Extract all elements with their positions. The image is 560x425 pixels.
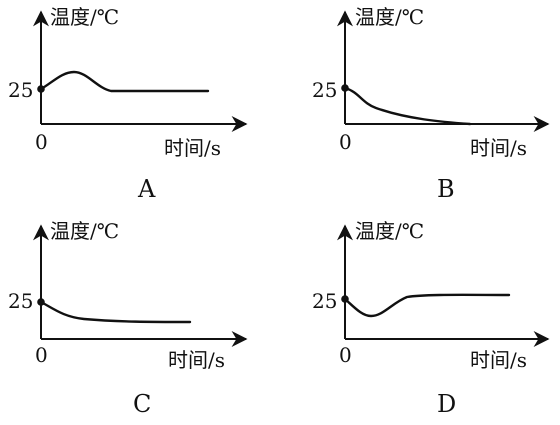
temperature-curve xyxy=(39,300,192,324)
y-tick-label: 25 xyxy=(312,78,337,102)
origin-label: 0 xyxy=(35,130,48,154)
y-tick-label: 25 xyxy=(8,78,33,102)
temperature-curve xyxy=(343,86,472,126)
panel-c: 温度/℃ 时间/s 25 0 C xyxy=(8,219,248,418)
temperature-curve xyxy=(39,70,210,93)
panel-label: A xyxy=(137,175,156,203)
y-axis-label: 温度/℃ xyxy=(355,219,424,243)
y-tick-label: 25 xyxy=(8,289,33,313)
panel-label: B xyxy=(437,175,455,203)
panel-label: D xyxy=(437,390,456,418)
origin-label: 0 xyxy=(35,343,48,367)
panel-b: 温度/℃ 时间/s 25 0 B xyxy=(312,5,550,203)
y-axis-label: 温度/℃ xyxy=(50,5,119,29)
temperature-curve xyxy=(343,293,511,318)
y-axis-label: 温度/℃ xyxy=(355,5,424,29)
origin-label: 0 xyxy=(339,130,352,154)
x-axis-label: 时间/s xyxy=(164,136,221,160)
y-axis-label: 温度/℃ xyxy=(50,219,119,243)
panel-label: C xyxy=(133,390,151,418)
x-axis-label: 时间/s xyxy=(168,348,225,372)
panel-d: 温度/℃ 时间/s 25 0 D xyxy=(312,219,550,418)
x-axis-label: 时间/s xyxy=(470,136,527,160)
panel-a: 温度/℃ 时间/s 25 0 A xyxy=(8,5,248,203)
origin-label: 0 xyxy=(339,343,352,367)
x-axis-label: 时间/s xyxy=(470,348,527,372)
y-tick-label: 25 xyxy=(312,289,337,313)
